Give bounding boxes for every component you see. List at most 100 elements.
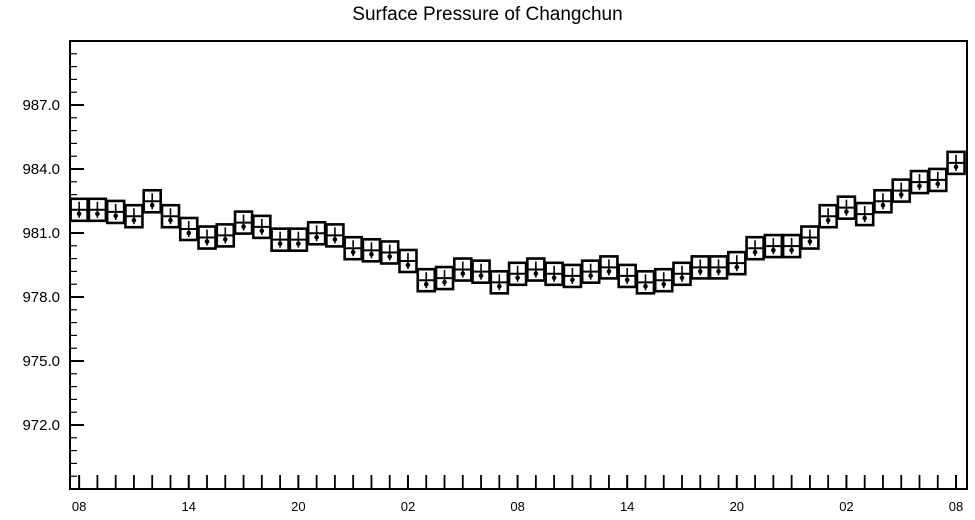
x-tick-label: 14 — [620, 499, 634, 514]
data-point — [343, 235, 363, 261]
data-point — [781, 233, 802, 259]
data-point — [653, 267, 674, 293]
data-point-dot — [442, 279, 447, 285]
data-point-dot — [460, 271, 466, 276]
data-point — [873, 188, 893, 214]
data-point-dot — [296, 241, 301, 246]
data-point — [617, 263, 637, 289]
data-point — [727, 250, 747, 276]
data-point-dot — [222, 237, 228, 242]
data-point-dot — [131, 217, 137, 223]
y-tick-label: 975.0 — [22, 353, 60, 370]
data-point-dot — [478, 273, 484, 278]
data-point — [434, 265, 455, 291]
x-tick-label: 08 — [949, 499, 963, 514]
data-point — [635, 270, 656, 295]
data-point — [215, 223, 236, 248]
x-tick-label: 20 — [730, 499, 744, 514]
data-point — [270, 227, 290, 252]
data-point — [87, 197, 108, 223]
data-point — [708, 255, 729, 280]
data-point-dot — [113, 213, 118, 219]
data-point-dot — [204, 239, 210, 244]
y-tick-label: 984.0 — [22, 161, 60, 178]
data-point-dot — [825, 217, 831, 223]
data-point — [690, 255, 711, 280]
data-point-dot — [515, 275, 520, 281]
x-tick-label: 02 — [839, 499, 853, 514]
data-point-dot — [661, 281, 667, 287]
data-point — [452, 257, 473, 282]
data-point-dot — [771, 247, 776, 253]
data-point — [233, 210, 254, 235]
x-tick-label: 08 — [72, 499, 86, 514]
data-point-dot — [76, 211, 82, 217]
data-point — [124, 203, 144, 229]
data-point — [178, 216, 199, 242]
data-point — [672, 261, 692, 287]
x-tick-label: 02 — [401, 499, 415, 514]
data-point-dot — [314, 234, 319, 240]
data-point-dot — [387, 254, 393, 259]
data-point-dot — [423, 281, 429, 287]
data-point — [325, 223, 345, 248]
data-point-dot — [259, 228, 265, 234]
data-point-dot — [734, 264, 740, 270]
data-point-dot — [241, 224, 246, 229]
data-point-dot — [95, 211, 100, 217]
data-point — [927, 167, 948, 193]
data-point-dot — [277, 241, 283, 246]
x-tick-label: 14 — [182, 499, 196, 514]
data-point-dot — [789, 247, 794, 253]
y-tick-label: 972.0 — [22, 417, 60, 434]
data-point-dot — [606, 269, 612, 274]
data-point-dot — [168, 217, 173, 223]
y-axis: 987.0 984.0 981.0 978.0 975.0 972.0 — [22, 40, 84, 490]
data-point-dot — [898, 192, 904, 197]
data-point-dot — [880, 202, 886, 208]
data-point — [69, 197, 89, 223]
x-tick-label: 20 — [291, 499, 305, 514]
data-point — [142, 188, 163, 214]
data-point-dot — [697, 269, 703, 274]
data-point-dot — [917, 183, 922, 189]
data-point-dot — [588, 273, 593, 278]
data-point — [580, 259, 601, 284]
data-point-dot — [369, 252, 374, 257]
data-point-dot — [533, 271, 539, 276]
y-tick-label: 987.0 — [22, 97, 60, 114]
data-point — [526, 257, 546, 282]
data-point-dot — [149, 202, 155, 208]
data-point — [379, 240, 400, 265]
chart-title: Surface Pressure of Changchun — [352, 4, 623, 25]
data-point-dot — [624, 277, 630, 283]
data-point — [361, 238, 382, 263]
data-point — [599, 255, 619, 280]
data-point — [836, 195, 857, 220]
data-point — [818, 203, 838, 229]
data-point-dot — [643, 284, 648, 289]
data-point-dot — [844, 209, 849, 214]
data-point — [398, 248, 418, 274]
data-point — [745, 235, 765, 261]
data-point — [160, 203, 181, 229]
x-axis: 08 14 20 02 08 14 20 02 08 — [72, 475, 963, 514]
data-point — [489, 270, 510, 295]
data-point — [416, 267, 437, 293]
data-point-dot — [186, 230, 192, 236]
data-point-dot — [935, 181, 941, 187]
data-point — [471, 259, 491, 284]
data-point — [891, 178, 912, 203]
data-point-dot — [332, 237, 338, 242]
data-point-dot — [405, 262, 411, 268]
y-tick-label: 978.0 — [22, 289, 60, 306]
data-point-dot — [716, 269, 721, 274]
data-point — [105, 199, 126, 225]
data-point — [544, 261, 564, 287]
data-point-dot — [679, 275, 685, 281]
data-point-dot — [862, 215, 867, 221]
data-point-dot — [497, 284, 502, 289]
y-tick-label: 981.0 — [22, 225, 60, 242]
data-point-dot — [752, 249, 758, 255]
data-point — [854, 201, 875, 227]
